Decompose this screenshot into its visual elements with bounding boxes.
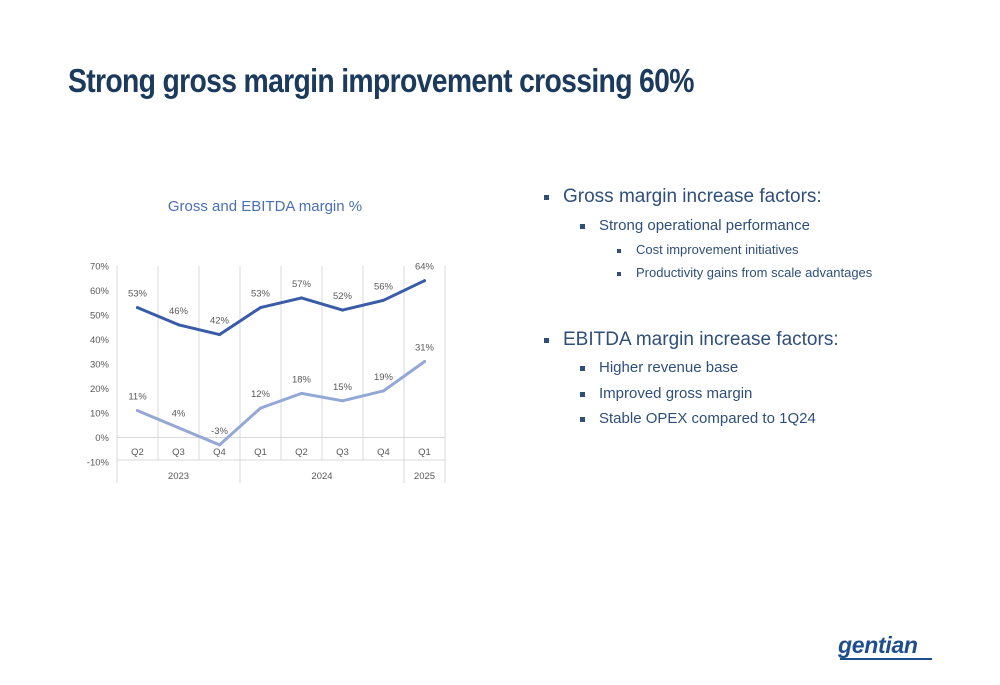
bullet-square-icon <box>580 391 585 397</box>
x-tick-label: Q1 <box>418 447 431 458</box>
gross-margin-data-label: 53% <box>251 289 271 300</box>
bullet-gross-sub: Strong operational performance <box>580 217 810 234</box>
y-tick-label: 30% <box>90 360 110 371</box>
gross-margin-point <box>300 296 303 300</box>
y-tick-label: 70% <box>90 262 110 273</box>
year-group-label: 2025 <box>414 471 435 482</box>
bullet-ebitda-item-text: Higher revenue base <box>599 359 739 376</box>
gentian-logo: gentian <box>838 632 918 658</box>
bullet-ebitda-heading-text: EBITDA margin increase factors: <box>563 329 839 350</box>
ebitda-margin-data-label: 31% <box>415 343 435 354</box>
ebitda-margin-point <box>341 399 344 403</box>
ebitda-margin-data-label: 15% <box>333 382 353 393</box>
bullet-ebitda-item-2: Improved gross margin <box>580 385 752 402</box>
ebitda-margin-data-label: 18% <box>292 374 312 385</box>
bullet-square-icon <box>617 248 621 253</box>
x-tick-label: Q2 <box>295 447 308 458</box>
ebitda-margin-data-label: 11% <box>128 392 147 403</box>
gross-margin-data-label: 56% <box>374 281 394 292</box>
bullet-gross-heading: Gross margin increase factors: <box>544 186 822 208</box>
gross-margin-data-label: 52% <box>333 291 353 302</box>
bullet-ebitda-heading: EBITDA margin increase factors: <box>544 329 839 351</box>
gross-margin-point <box>177 323 180 327</box>
year-group-label: 2023 <box>168 471 189 482</box>
gross-margin-data-label: 53% <box>128 289 148 300</box>
y-tick-label: 0% <box>95 433 109 444</box>
gross-margin-data-label: 46% <box>169 306 189 317</box>
ebitda-margin-point <box>177 426 180 430</box>
bullet-gross-subsub-1: Cost improvement initiatives <box>617 242 799 257</box>
y-tick-label: 10% <box>90 409 110 420</box>
logo-underline <box>840 658 932 660</box>
bullet-gross-subsub-text: Cost improvement initiatives <box>636 242 799 257</box>
chart-title: Gross and EBITDA margin % <box>167 198 363 215</box>
y-tick-label: -10% <box>87 458 110 469</box>
x-tick-label: Q4 <box>213 447 226 458</box>
gross-margin-point <box>136 306 139 310</box>
bullet-square-icon <box>617 271 621 276</box>
gross-margin-point <box>382 298 385 302</box>
bullet-ebitda-item-text: Stable OPEX compared to 1Q24 <box>599 410 816 427</box>
gross-margin-line <box>136 279 426 337</box>
y-tick-label: 50% <box>90 311 110 322</box>
bullet-gross-sub-text: Strong operational performance <box>599 217 810 234</box>
bullet-ebitda-item-text: Improved gross margin <box>599 385 753 402</box>
ebitda-margin-point <box>136 409 139 413</box>
bullet-gross-heading-text: Gross margin increase factors: <box>563 186 822 207</box>
y-tick-label: 60% <box>90 286 110 297</box>
year-group-label: 2024 <box>311 471 332 482</box>
bullet-ebitda-item-1: Higher revenue base <box>580 359 738 376</box>
x-tick-label: Q3 <box>336 447 349 458</box>
x-tick-label: Q4 <box>377 447 390 458</box>
ebitda-margin-point <box>259 406 262 410</box>
ebitda-margin-point <box>300 391 303 395</box>
gross-margin-data-label: 42% <box>210 316 230 327</box>
bullet-ebitda-item-3: Stable OPEX compared to 1Q24 <box>580 410 816 427</box>
gross-margin-point <box>341 308 344 312</box>
ebitda-margin-point <box>382 389 385 393</box>
x-tick-label: Q2 <box>131 447 144 458</box>
gross-margin-data-label: 57% <box>292 279 312 290</box>
gross-margin-point <box>423 279 426 283</box>
ebitda-margin-data-label: -3% <box>211 426 228 437</box>
bullet-gross-subsub-text: Productivity gains from scale advantages <box>636 265 873 280</box>
gross-margin-point <box>259 306 262 310</box>
bullet-gross-subsub-2: Productivity gains from scale advantages <box>617 265 872 280</box>
bullet-square-icon <box>544 338 549 343</box>
bullet-square-icon <box>580 365 585 371</box>
y-tick-label: 20% <box>90 384 110 395</box>
bullet-square-icon <box>580 223 585 229</box>
bullet-square-icon <box>544 195 549 200</box>
x-tick-label: Q1 <box>254 447 267 458</box>
ebitda-margin-data-label: 19% <box>374 372 394 383</box>
ebitda-margin-point <box>218 443 221 447</box>
ebitda-margin-point <box>423 360 426 364</box>
bullet-square-icon <box>580 416 585 422</box>
slide-title: Strong gross margin improvement crossing… <box>68 62 694 99</box>
x-tick-label: Q3 <box>172 447 185 458</box>
ebitda-margin-line <box>136 360 426 447</box>
ebitda-margin-data-label: 12% <box>251 389 271 400</box>
gross-margin-data-label: 64% <box>415 262 435 273</box>
y-tick-label: 40% <box>90 335 110 346</box>
ebitda-margin-data-label: 4% <box>172 409 186 420</box>
gross-margin-point <box>218 333 221 337</box>
